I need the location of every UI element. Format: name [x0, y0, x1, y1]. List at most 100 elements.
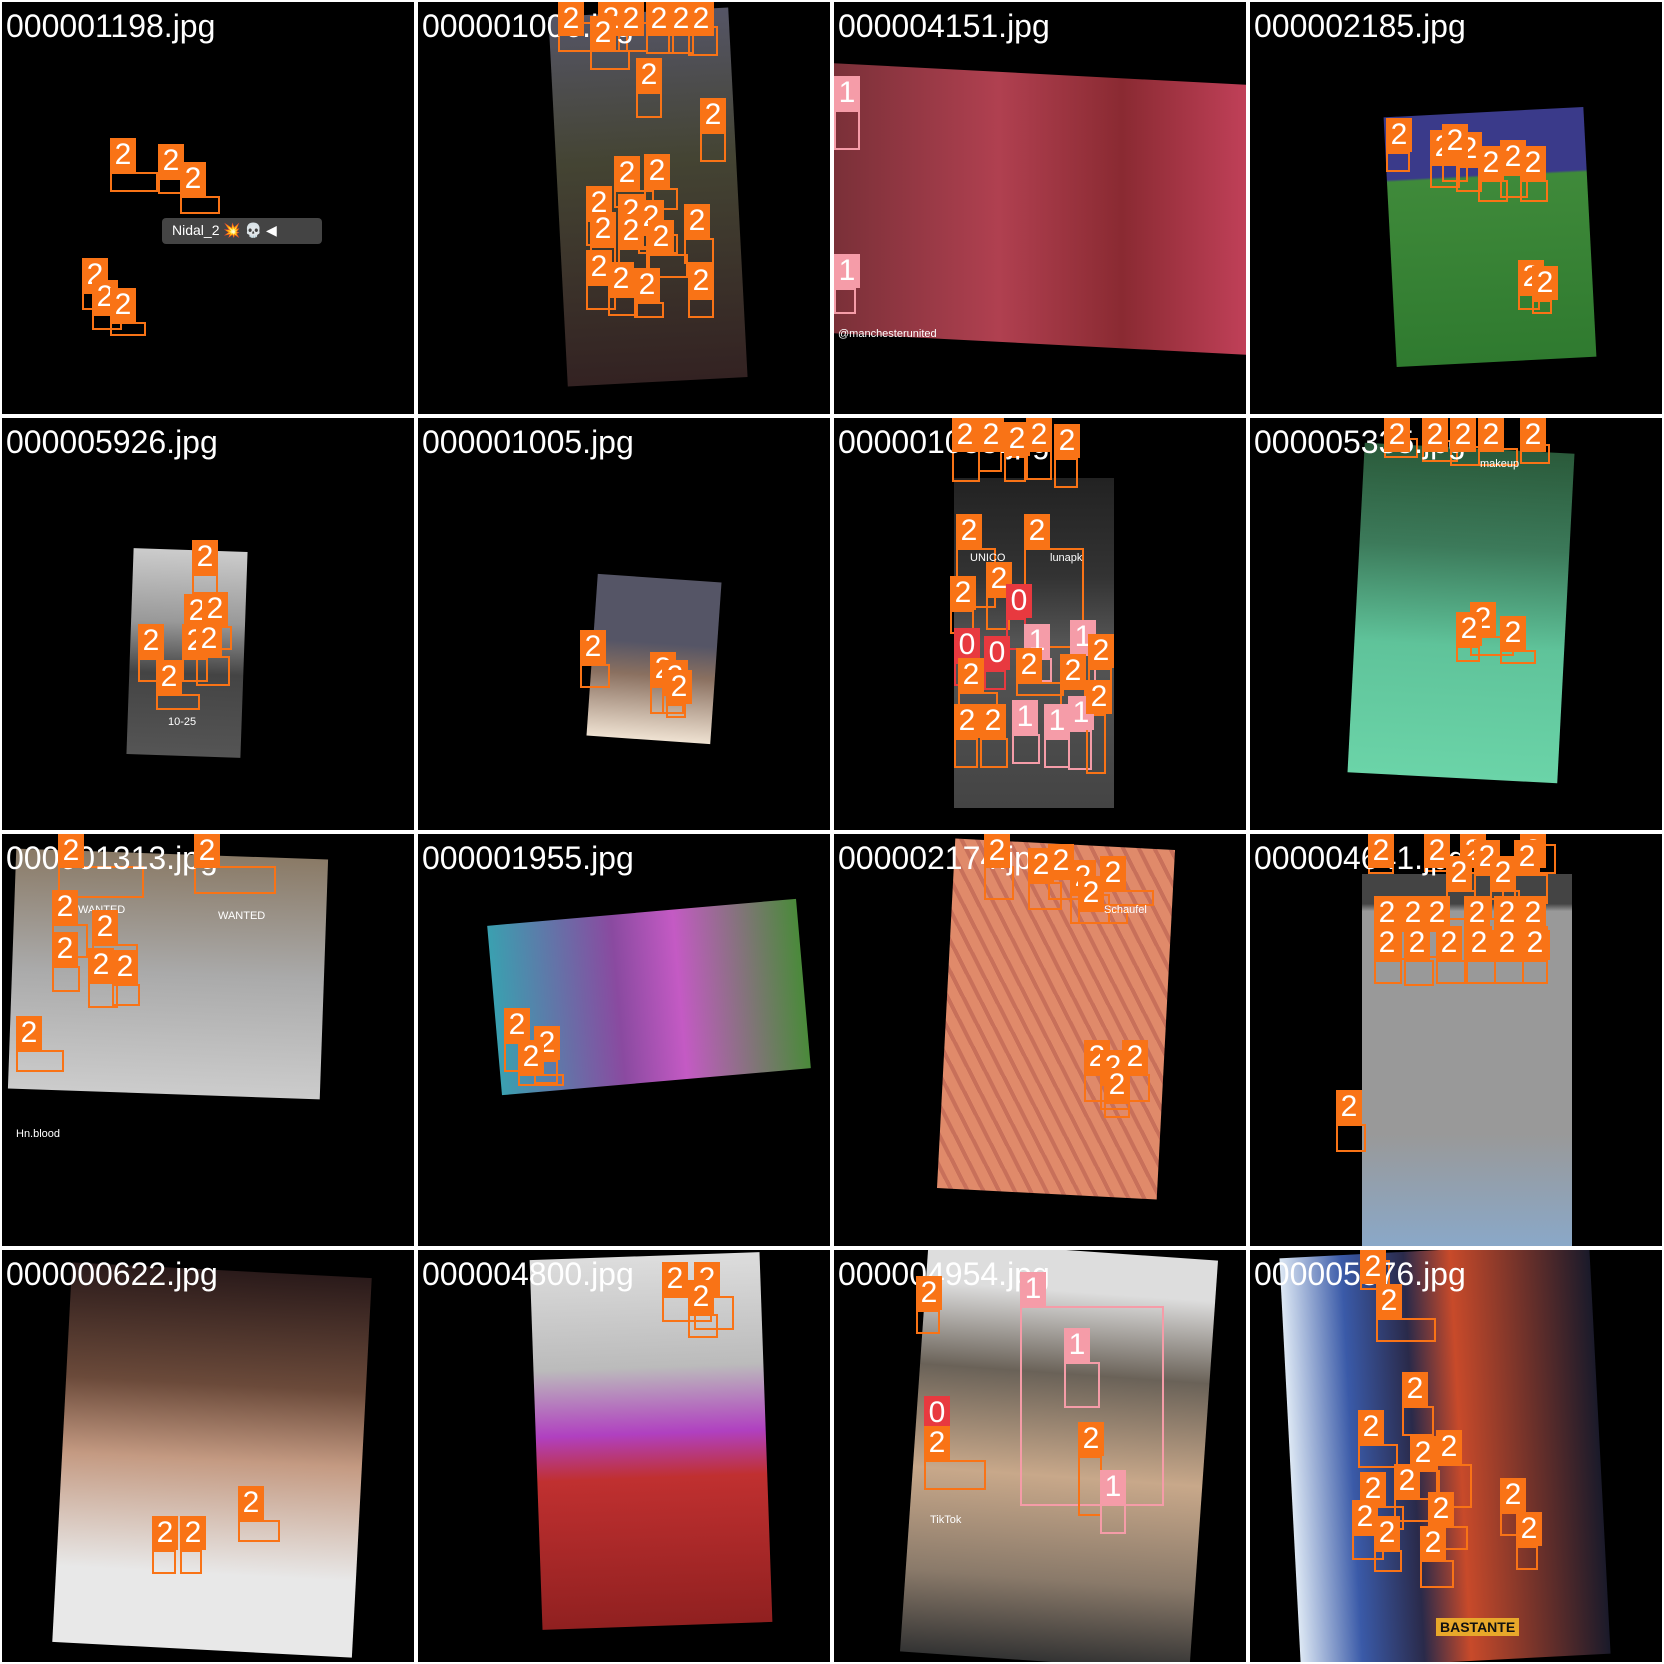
- detection-label: 2: [586, 250, 612, 284]
- detection-label: 2: [1532, 266, 1558, 300]
- detection-box: [1054, 458, 1078, 488]
- detection-label: 2: [1374, 896, 1400, 930]
- detection-label: 2: [1360, 1250, 1386, 1284]
- detection-box: [1430, 164, 1460, 188]
- detection-box: [984, 670, 1006, 690]
- detection-box: [1516, 1546, 1538, 1570]
- detection-label: 2: [238, 1486, 264, 1520]
- detection-label: 2: [984, 834, 1010, 868]
- tile-caption: UNICO: [970, 552, 1006, 564]
- detection-box: [1520, 180, 1548, 202]
- tile-000001006: 000001006.jpg 2222222222222222222222: [418, 2, 830, 414]
- detection-label: 2: [1394, 1464, 1420, 1498]
- detection-label: 2: [618, 2, 644, 36]
- detection-label: 2: [1400, 896, 1426, 930]
- detection-label: 2: [1466, 926, 1492, 960]
- detection-box: [196, 656, 230, 686]
- detection-label: 2: [1516, 1512, 1542, 1546]
- tile-caption: Nidal_2 💥 💀 ◀: [172, 222, 277, 238]
- detection-box: [700, 132, 726, 162]
- detection-box: [1064, 1362, 1100, 1408]
- detection-label: 2: [1436, 926, 1462, 960]
- detection-box: [1100, 1504, 1126, 1534]
- detection-label: 2: [688, 1280, 714, 1314]
- detection-label: 2: [956, 514, 982, 548]
- detection-label: 2: [618, 214, 644, 248]
- detection-label: 2: [1376, 1284, 1402, 1318]
- detection-label: 2: [980, 704, 1006, 738]
- detection-label: 2: [1016, 648, 1042, 682]
- detection-box: [182, 658, 208, 682]
- detection-label: 2: [1054, 424, 1080, 458]
- tile-caption: lunapk: [1050, 552, 1083, 564]
- detection-box: [666, 704, 686, 718]
- detection-label: 2: [1078, 876, 1104, 910]
- detection-box: [648, 254, 688, 278]
- detection-label: 2: [1478, 146, 1504, 180]
- detection-box: [684, 238, 714, 264]
- tile-caption: makeup: [1480, 458, 1520, 470]
- detection-label: 1: [834, 76, 860, 110]
- tile-caption: Schaufel: [1104, 904, 1147, 916]
- detection-box: [180, 1550, 202, 1574]
- detection-box: [192, 574, 218, 594]
- football-broadcast-photo: [834, 63, 1246, 355]
- detection-label: 2: [1494, 926, 1520, 960]
- detection-label: 2: [1336, 1090, 1362, 1124]
- detection-box: [194, 866, 276, 894]
- detection-label: 2: [1500, 1478, 1526, 1512]
- detection-label: 2: [924, 1426, 950, 1460]
- detection-box: [580, 664, 610, 688]
- detection-label: 2: [52, 890, 78, 924]
- detection-label: 2: [1358, 1410, 1384, 1444]
- detection-box: [980, 738, 1008, 768]
- detection-label: 2: [666, 670, 692, 704]
- detection-label: 2: [196, 622, 222, 656]
- detection-label: 2: [180, 162, 206, 196]
- detection-box: [1532, 300, 1552, 314]
- detection-label: 2: [138, 624, 164, 658]
- detection-label: 2: [688, 2, 714, 36]
- detection-label: 2: [688, 264, 714, 298]
- detection-label: 2: [1374, 1516, 1400, 1550]
- detection-box: [1078, 910, 1128, 924]
- detection-label: 2: [1404, 926, 1430, 960]
- detection-label: 0: [954, 628, 980, 662]
- detection-box: [110, 172, 158, 192]
- detection-label: 2: [636, 58, 662, 92]
- detection-label: 2: [58, 834, 84, 868]
- detection-label: 2: [644, 154, 670, 188]
- tile-filename: 000001955.jpg: [422, 840, 634, 876]
- comment-bubble: [162, 218, 322, 244]
- detection-box: [152, 1550, 176, 1574]
- detection-label: 2: [558, 2, 584, 36]
- tile-000001313: 000001313.jpg WANTED WANTED Hn.blood 222…: [2, 834, 414, 1246]
- detection-box: [1336, 1124, 1366, 1152]
- detection-label: 2: [1478, 418, 1504, 452]
- detection-label: 2: [1086, 680, 1112, 714]
- tile-000004151: 000004151.jpg @manchesterunited 1 1: [834, 2, 1246, 414]
- detection-box: [1404, 960, 1434, 986]
- detection-label: 2: [954, 704, 980, 738]
- detection-label: 2: [950, 576, 976, 610]
- detection-label: 2: [1520, 146, 1546, 180]
- detection-label: 2: [662, 1262, 688, 1296]
- detection-box: [1028, 882, 1062, 910]
- detection-box: [834, 288, 856, 314]
- tile-filename: 000004800.jpg: [422, 1256, 634, 1292]
- detection-label: 2: [1060, 654, 1086, 688]
- detection-label: 2: [590, 16, 616, 50]
- detection-label: 2: [110, 138, 136, 172]
- tile-filename: 000001313.jpg: [6, 840, 218, 876]
- detection-box: [1420, 1560, 1454, 1588]
- detection-label: 2: [1424, 834, 1450, 868]
